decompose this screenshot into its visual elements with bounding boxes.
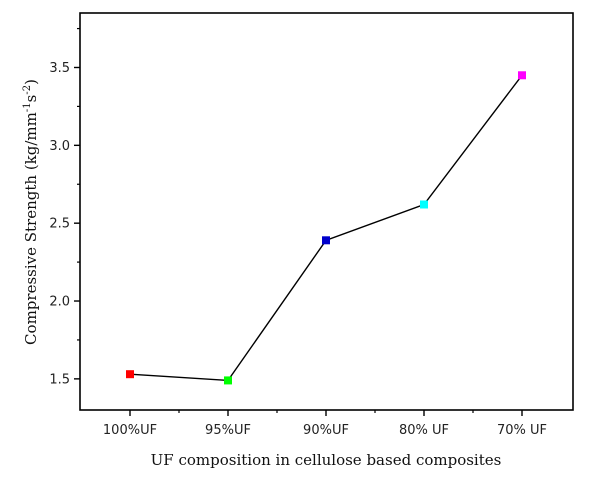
y-tick-label: 2.0 <box>49 295 70 310</box>
data-point-marker <box>518 71 526 80</box>
data-point-marker <box>224 376 232 385</box>
data-point-marker <box>126 370 134 379</box>
plot-area-frame <box>79 12 574 411</box>
y-tick-label: 3.0 <box>49 139 70 154</box>
x-tick-label: 70% UF <box>497 423 547 438</box>
y-axis-label-main: Compressive Strength (kg/mm <box>22 112 40 345</box>
x-tick-label: 100%UF <box>103 423 157 438</box>
y-tick-label: 1.5 <box>49 372 70 387</box>
x-axis-label: UF composition in cellulose based compos… <box>151 451 502 469</box>
data-point-marker <box>322 236 330 245</box>
y-axis-label-sup1: -1 <box>22 102 33 112</box>
x-axis-ticks: 100%UF 95%UF 90%UF 80% UF 70% UF <box>103 410 547 438</box>
y-tick-label: 2.5 <box>49 217 70 232</box>
x-tick-label: 80% UF <box>399 423 449 438</box>
y-axis-label-mid: s <box>22 95 40 103</box>
y-axis-ticks: 1.5 2.0 2.5 3.0 3.5 <box>49 27 80 387</box>
series-points-group <box>126 71 526 385</box>
series-line <box>129 74 523 382</box>
x-tick-label: 95%UF <box>205 423 251 438</box>
x-tick-label: 90%UF <box>303 423 349 438</box>
y-axis-label: Compressive Strength (kg/mm-1s-2) <box>22 79 40 345</box>
data-point-marker <box>420 200 428 209</box>
series-line-group <box>129 74 523 382</box>
y-tick-label: 3.5 <box>49 61 70 76</box>
y-axis-label-sup2: -2 <box>22 85 33 95</box>
y-axis-label-end: ) <box>22 79 40 85</box>
